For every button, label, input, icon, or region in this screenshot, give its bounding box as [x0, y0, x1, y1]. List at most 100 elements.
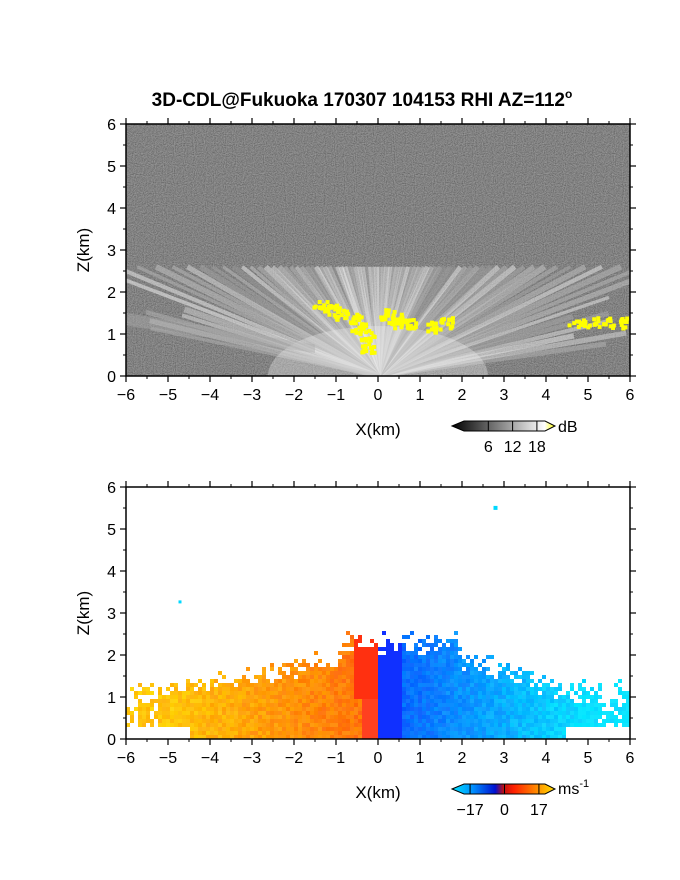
velocity-cell	[326, 671, 330, 675]
velocity-cell	[454, 723, 458, 727]
velocity-cell	[274, 695, 278, 699]
velocity-cell	[130, 715, 134, 719]
velocity-cell	[210, 699, 214, 703]
velocity-cell	[442, 723, 446, 727]
velocity-cell	[250, 699, 254, 703]
velocity-cell	[426, 691, 430, 695]
velocity-cell	[414, 687, 418, 691]
velocity-cell	[182, 691, 186, 695]
velocity-cell	[522, 707, 526, 711]
velocity-cell	[506, 707, 510, 711]
velocity-cell	[386, 731, 390, 735]
intensity-strong-echo	[384, 308, 389, 313]
velocity-cell	[338, 699, 342, 703]
velocity-cell	[566, 699, 570, 703]
intensity-strong-echo	[371, 334, 376, 339]
velocity-cell	[322, 695, 326, 699]
velocity-cell	[382, 687, 386, 691]
velocity-cell	[418, 707, 422, 711]
velocity-cell	[302, 679, 306, 683]
velocity-cell	[342, 715, 346, 719]
intensity-echo-layer	[126, 264, 630, 376]
velocity-cell	[570, 711, 574, 715]
velocity-cell	[390, 695, 394, 699]
velocity-cell	[502, 695, 506, 699]
velocity-cell	[430, 703, 434, 707]
velocity-cell	[466, 711, 470, 715]
intensity-strong-echo	[581, 318, 586, 323]
velocity-cell	[254, 735, 258, 739]
velocity-cell	[390, 667, 394, 671]
velocity-cell	[506, 727, 510, 731]
velocity-cell	[266, 711, 270, 715]
velocity-cell	[470, 663, 474, 667]
velocity-cell	[386, 683, 390, 687]
velocity-cell	[310, 667, 314, 671]
velocity-cell	[214, 715, 218, 719]
intensity-strong-echo	[446, 322, 451, 327]
velocity-cell	[526, 735, 530, 739]
velocity-cell	[502, 675, 506, 679]
velocity-cell	[186, 687, 190, 691]
velocity-cell	[506, 683, 510, 687]
velocity-cell	[554, 707, 558, 711]
velocity-cell	[342, 727, 346, 731]
velocity-cell	[450, 651, 454, 655]
velocity-cell	[574, 703, 578, 707]
velocity-cell	[494, 731, 498, 735]
intensity-strong-echo	[607, 317, 612, 322]
velocity-cell	[294, 699, 298, 703]
velocity-cell	[570, 707, 574, 711]
velocity-cell	[462, 731, 466, 735]
velocity-cell	[222, 699, 226, 703]
velocity-cell	[250, 691, 254, 695]
velocity-cell	[402, 647, 406, 651]
velocity-cell	[370, 679, 374, 683]
velocity-cell	[430, 651, 434, 655]
velocity-cell	[602, 703, 606, 707]
velocity-cell	[450, 711, 454, 715]
velocity-cell	[458, 655, 462, 659]
velocity-cell	[326, 719, 330, 723]
velocity-cell	[206, 703, 210, 707]
velocity-cell	[474, 671, 478, 675]
velocity-cell	[266, 723, 270, 727]
velocity-xtick-label: −4	[201, 750, 219, 767]
velocity-cell	[422, 679, 426, 683]
velocity-cell	[346, 703, 350, 707]
velocity-cell	[354, 643, 358, 647]
velocity-cell	[446, 659, 450, 663]
intensity-strong-echo	[608, 324, 613, 329]
velocity-cell	[302, 703, 306, 707]
velocity-cell	[358, 659, 362, 663]
intensity-strong-echo	[358, 330, 363, 335]
velocity-cell	[350, 663, 354, 667]
velocity-cell	[350, 659, 354, 663]
velocity-cell	[374, 691, 378, 695]
intensity-strong-echo	[326, 309, 331, 314]
velocity-cell	[238, 703, 242, 707]
velocity-cell	[158, 707, 162, 711]
velocity-cell	[258, 699, 262, 703]
velocity-cell	[394, 671, 398, 675]
velocity-cell	[362, 675, 366, 679]
velocity-cell	[526, 675, 530, 679]
intensity-strong-echo	[328, 305, 333, 310]
velocity-cell	[554, 699, 558, 703]
velocity-cell	[490, 711, 494, 715]
velocity-cell	[410, 679, 414, 683]
velocity-cell	[270, 703, 274, 707]
intensity-strong-echo	[335, 317, 340, 322]
intensity-strong-echo	[387, 320, 392, 325]
velocity-cell	[462, 715, 466, 719]
velocity-cell	[362, 719, 366, 723]
velocity-cell	[550, 703, 554, 707]
velocity-cell	[498, 731, 502, 735]
velocity-cell	[290, 695, 294, 699]
velocity-cell	[390, 715, 394, 719]
intensity-strong-echo	[386, 311, 391, 316]
velocity-cell	[174, 703, 178, 707]
velocity-cell	[530, 735, 534, 739]
velocity-cell	[614, 707, 618, 711]
velocity-cell	[282, 691, 286, 695]
